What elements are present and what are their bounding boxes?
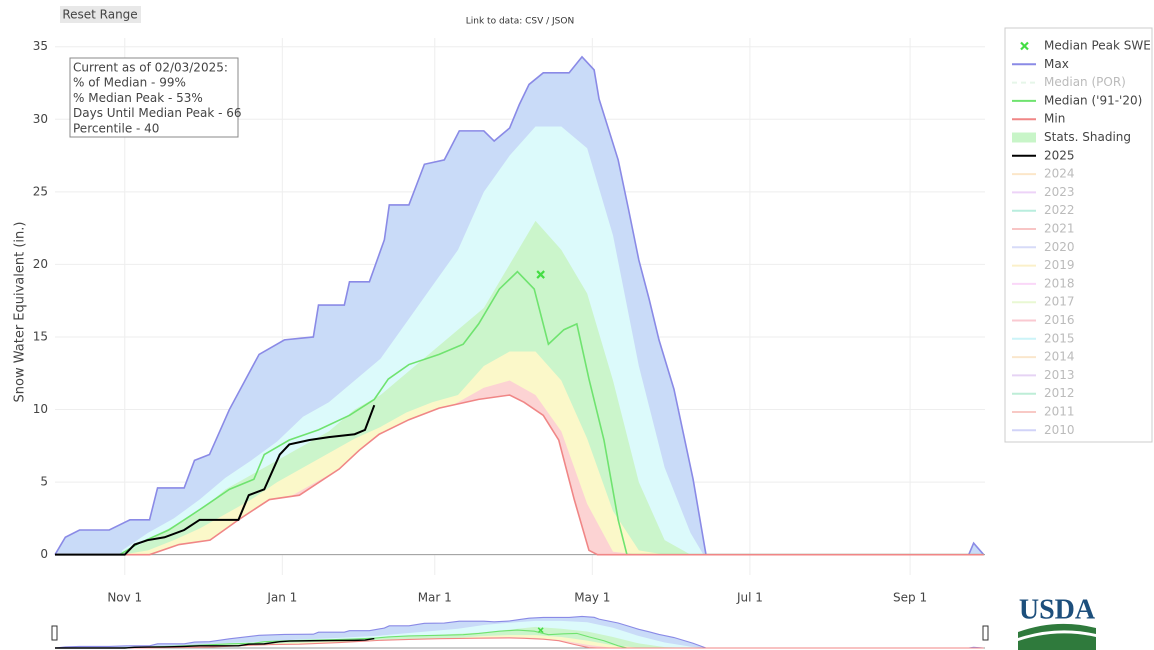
y-tick-label: 10 [33, 402, 48, 416]
series-line [55, 629, 984, 649]
legend-label[interactable]: Max [1044, 57, 1069, 71]
legend-label[interactable]: Median ('91-'20) [1044, 93, 1142, 107]
y-tick-label: 30 [33, 112, 48, 126]
legend-label[interactable]: 2019 [1044, 258, 1075, 272]
usda-logo-swoosh [1018, 623, 1096, 638]
series-line [55, 637, 984, 649]
y-tick-label: 15 [33, 329, 48, 343]
x-tick-label: Jan 1 [266, 591, 297, 605]
x-tick-label: Nov 1 [107, 591, 142, 605]
data-link[interactable]: Link to data: CSV / JSON [466, 17, 574, 27]
legend-box [1004, 27, 1153, 443]
usda-logo-text: USDA [1019, 594, 1096, 625]
reset-range-button[interactable] [60, 6, 141, 23]
legend-symbol [1020, 41, 1029, 51]
legend-label[interactable]: 2024 [1044, 167, 1075, 181]
legend-label[interactable]: Min [1044, 112, 1065, 126]
legend-label[interactable]: 2015 [1044, 331, 1075, 345]
legend-label[interactable]: 2018 [1044, 276, 1075, 290]
median-peak-marker [536, 270, 545, 279]
x-tick-label: Mar 1 [418, 591, 452, 605]
annotation-line: Current as of 02/03/2025: [73, 61, 228, 75]
y-tick-label: 20 [33, 257, 48, 271]
legend-label[interactable]: 2013 [1044, 368, 1075, 382]
legend-label[interactable]: Median Peak SWE [1044, 39, 1151, 53]
y-tick-label: 35 [33, 39, 48, 53]
annotation-line: % of Median - 99% [73, 76, 186, 90]
legend-label[interactable]: 2014 [1044, 350, 1075, 364]
y-tick-label: 0 [40, 547, 48, 561]
range-handle[interactable] [982, 625, 989, 641]
series-line [55, 404, 376, 556]
legend-symbol [1012, 132, 1036, 143]
usda-logo-swoosh [1018, 633, 1096, 650]
legend-label[interactable]: 2022 [1044, 203, 1075, 217]
legend: Median Peak SWE Max Median (POR) Median ('9… [1012, 39, 1151, 437]
legend-label[interactable]: 2017 [1044, 295, 1075, 309]
legend-label[interactable]: 2011 [1044, 405, 1075, 419]
series-line [54, 55, 985, 556]
legend-label[interactable]: 2025 [1044, 148, 1075, 162]
legend-label[interactable]: Stats. Shading [1044, 130, 1131, 144]
legend-label[interactable]: 2023 [1044, 185, 1075, 199]
series-line [54, 615, 984, 649]
x-tick-label: Sep 1 [893, 591, 927, 605]
legend-label[interactable]: 2020 [1044, 240, 1075, 254]
legend-label[interactable]: 2016 [1044, 313, 1075, 327]
legend-label[interactable]: 2010 [1044, 423, 1075, 437]
legend-label[interactable]: 2012 [1044, 386, 1075, 400]
annotation-line: Days Until Median Peak - 66 [73, 106, 242, 120]
annotation-box [69, 57, 239, 138]
series-line [55, 270, 984, 556]
legend-label[interactable]: Median (POR) [1044, 75, 1126, 89]
reset-range-label[interactable]: Reset Range [62, 8, 137, 22]
plot-area: 0 5 10 15 20 25 30 35 Nov 1 Jan 1 Mar 1 May 1 Jul 1 S… [33, 38, 985, 605]
x-tick-label: Jul 1 [736, 591, 763, 605]
annotation-line: Percentile - 40 [73, 121, 159, 135]
range-handle[interactable] [51, 625, 58, 641]
y-tick-label: 5 [40, 475, 48, 489]
legend-label[interactable]: 2021 [1044, 222, 1075, 236]
below-min-fill [55, 637, 984, 648]
y-axis-title: Snow Water Equivalent (in.) [13, 222, 28, 403]
y-tick-label: 25 [33, 184, 48, 198]
annotation: Current as of 02/03/2025:% of Median - 9… [73, 61, 242, 136]
annotation-line: % Median Peak - 53% [73, 91, 203, 105]
range-slider[interactable] [54, 615, 985, 649]
below-min-fill [55, 395, 984, 555]
series-line [55, 394, 984, 556]
x-tick-label: May 1 [574, 591, 610, 605]
series-line [55, 637, 375, 649]
